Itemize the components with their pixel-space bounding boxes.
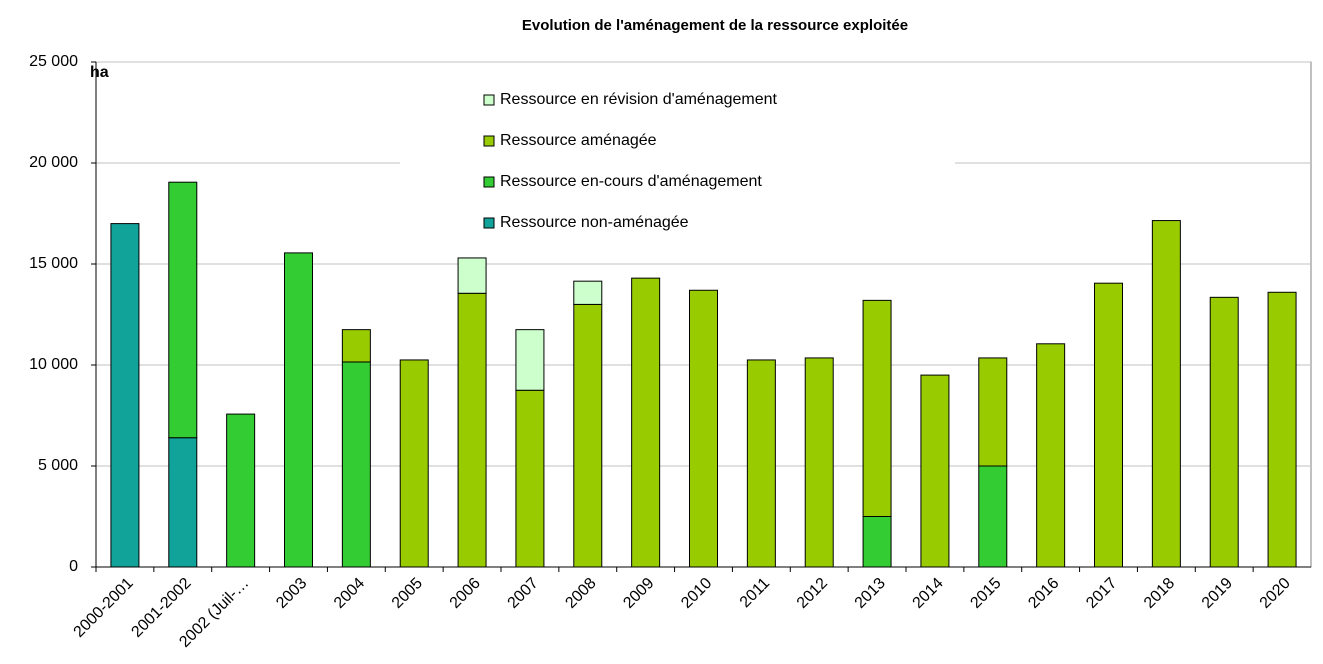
bar-segment <box>399 359 429 568</box>
x-tick-label: 2012 <box>794 575 831 612</box>
bar-segment <box>1094 282 1123 568</box>
x-tick-label: 2016 <box>1025 575 1062 612</box>
bar-segment <box>341 361 371 568</box>
bar-segment <box>631 277 661 568</box>
legend-label: Ressource non-aménagée <box>500 214 689 231</box>
x-tick-label: 2008 <box>562 575 599 612</box>
legend-swatch <box>483 135 495 147</box>
bar-segment <box>862 299 892 517</box>
x-tick-label: 2007 <box>505 575 542 612</box>
x-tick-label: 2013 <box>852 575 889 612</box>
legend-swatch <box>483 94 495 106</box>
bar-segment <box>978 465 1008 568</box>
bar-segment <box>168 181 198 439</box>
x-tick-label: 2003 <box>273 575 310 612</box>
bar-segment <box>862 516 892 568</box>
x-tick-label: 2014 <box>910 575 947 612</box>
bar-segment <box>284 252 313 568</box>
legend-swatch <box>483 176 495 188</box>
y-tick-label: 0 <box>69 558 78 575</box>
y-unit: ha <box>90 64 109 81</box>
bar-segment <box>1267 291 1297 568</box>
x-tick-label: 2005 <box>389 575 426 612</box>
x-tick-label: 2000-2001 <box>71 575 137 641</box>
y-tick-label: 15 000 <box>29 255 78 272</box>
bar-segment <box>804 357 834 568</box>
x-tick-label: 2010 <box>678 575 715 612</box>
x-tick-label: 2004 <box>331 575 368 612</box>
bar-segment <box>457 292 487 568</box>
y-tick-label: 20 000 <box>29 154 78 171</box>
y-tick-label: 25 000 <box>29 53 78 70</box>
bar-segment <box>573 280 603 305</box>
bar-segment <box>978 357 1008 467</box>
bar-segment <box>1151 220 1181 568</box>
legend-label: Ressource aménagée <box>500 132 657 149</box>
x-tick-label: 2019 <box>1199 575 1236 612</box>
bar-segment <box>1209 296 1239 568</box>
bar-segment <box>515 389 545 568</box>
x-tick-label: 2009 <box>620 575 657 612</box>
x-tick-label: 2020 <box>1257 575 1294 612</box>
y-tick-label: 10 000 <box>29 356 78 373</box>
legend-label: Ressource en révision d'aménagement <box>500 91 778 108</box>
y-tick-label: 5 000 <box>38 457 78 474</box>
bar-segment <box>515 329 545 391</box>
x-tick-label: 2006 <box>447 575 484 612</box>
bar-segment <box>689 289 718 568</box>
bar-segment <box>746 359 776 568</box>
bar-segment <box>573 303 603 568</box>
bar-segment <box>457 257 487 294</box>
chart-title: Evolution de l'aménagement de la ressour… <box>522 17 908 34</box>
bar-segment <box>168 437 198 568</box>
x-tick-label: 2017 <box>1083 575 1120 612</box>
bar-segment <box>226 413 256 568</box>
bar-segment <box>110 223 140 568</box>
x-tick-label: 2015 <box>967 575 1004 612</box>
legend-swatch <box>483 217 495 229</box>
bar-segment <box>1036 343 1066 568</box>
x-tick-label: 2018 <box>1141 575 1178 612</box>
bar-segment <box>920 374 950 568</box>
legend-label: Ressource en-cours d'aménagement <box>500 173 762 190</box>
x-tick-label: 2011 <box>737 575 773 611</box>
bar-segment <box>341 329 371 363</box>
